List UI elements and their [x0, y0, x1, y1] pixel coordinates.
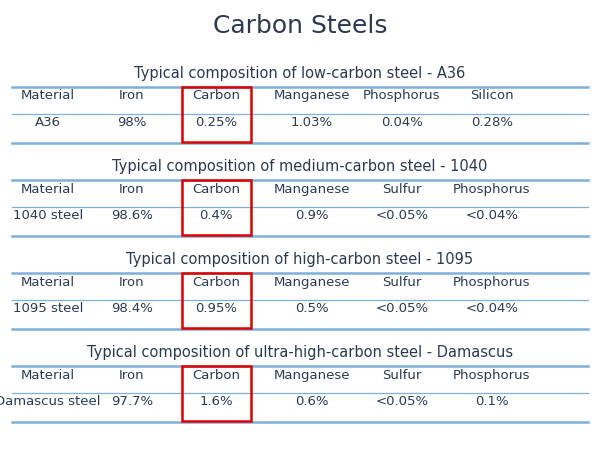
Text: Sulfur: Sulfur: [382, 183, 422, 196]
Text: 98.4%: 98.4%: [111, 302, 153, 315]
Text: 1.6%: 1.6%: [199, 395, 233, 408]
Text: Iron: Iron: [119, 183, 145, 196]
Text: 0.28%: 0.28%: [471, 116, 513, 129]
Text: Silicon: Silicon: [470, 89, 514, 103]
Text: 0.9%: 0.9%: [295, 209, 329, 222]
Text: 0.4%: 0.4%: [199, 209, 233, 222]
Text: Sulfur: Sulfur: [382, 369, 422, 382]
Text: 0.95%: 0.95%: [195, 302, 237, 315]
Bar: [182, 273, 251, 328]
Text: Typical composition of ultra-high-carbon steel - Damascus: Typical composition of ultra-high-carbon…: [87, 345, 513, 360]
Text: Phosphorus: Phosphorus: [363, 89, 441, 103]
Text: <0.05%: <0.05%: [376, 395, 428, 408]
Text: <0.05%: <0.05%: [376, 209, 428, 222]
Text: Material: Material: [21, 369, 75, 382]
Text: Carbon Steels: Carbon Steels: [213, 14, 387, 38]
Text: Carbon: Carbon: [192, 369, 240, 382]
Text: 0.1%: 0.1%: [475, 395, 509, 408]
Text: Phosphorus: Phosphorus: [453, 183, 531, 196]
Text: <0.04%: <0.04%: [466, 302, 518, 315]
Text: Iron: Iron: [119, 276, 145, 289]
Text: 0.04%: 0.04%: [381, 116, 423, 129]
Text: 98%: 98%: [118, 116, 146, 129]
Text: 97.7%: 97.7%: [111, 395, 153, 408]
Text: A36: A36: [35, 116, 61, 129]
Bar: [182, 366, 251, 421]
Text: 1095 steel: 1095 steel: [13, 302, 83, 315]
Text: Manganese: Manganese: [274, 369, 350, 382]
Text: Manganese: Manganese: [274, 276, 350, 289]
Text: Iron: Iron: [119, 369, 145, 382]
Text: Phosphorus: Phosphorus: [453, 276, 531, 289]
Text: Material: Material: [21, 183, 75, 196]
Text: Material: Material: [21, 276, 75, 289]
Text: Typical composition of low-carbon steel - A36: Typical composition of low-carbon steel …: [134, 66, 466, 81]
Text: Damascus steel: Damascus steel: [0, 395, 101, 408]
Text: 0.6%: 0.6%: [295, 395, 329, 408]
Text: 98.6%: 98.6%: [111, 209, 153, 222]
Bar: [182, 87, 251, 142]
Text: <0.04%: <0.04%: [466, 209, 518, 222]
Text: Phosphorus: Phosphorus: [453, 369, 531, 382]
Text: Typical composition of medium-carbon steel - 1040: Typical composition of medium-carbon ste…: [112, 159, 488, 174]
Text: 0.5%: 0.5%: [295, 302, 329, 315]
Text: <0.05%: <0.05%: [376, 302, 428, 315]
Text: Iron: Iron: [119, 89, 145, 103]
Text: 0.25%: 0.25%: [195, 116, 237, 129]
Text: Carbon: Carbon: [192, 183, 240, 196]
Text: 1040 steel: 1040 steel: [13, 209, 83, 222]
Text: Carbon: Carbon: [192, 89, 240, 103]
Text: Material: Material: [21, 89, 75, 103]
Text: 1.03%: 1.03%: [291, 116, 333, 129]
Text: Typical composition of high-carbon steel - 1095: Typical composition of high-carbon steel…: [127, 252, 473, 267]
Text: Carbon: Carbon: [192, 276, 240, 289]
Text: Manganese: Manganese: [274, 183, 350, 196]
Text: Sulfur: Sulfur: [382, 276, 422, 289]
Text: Manganese: Manganese: [274, 89, 350, 103]
Bar: [182, 180, 251, 235]
